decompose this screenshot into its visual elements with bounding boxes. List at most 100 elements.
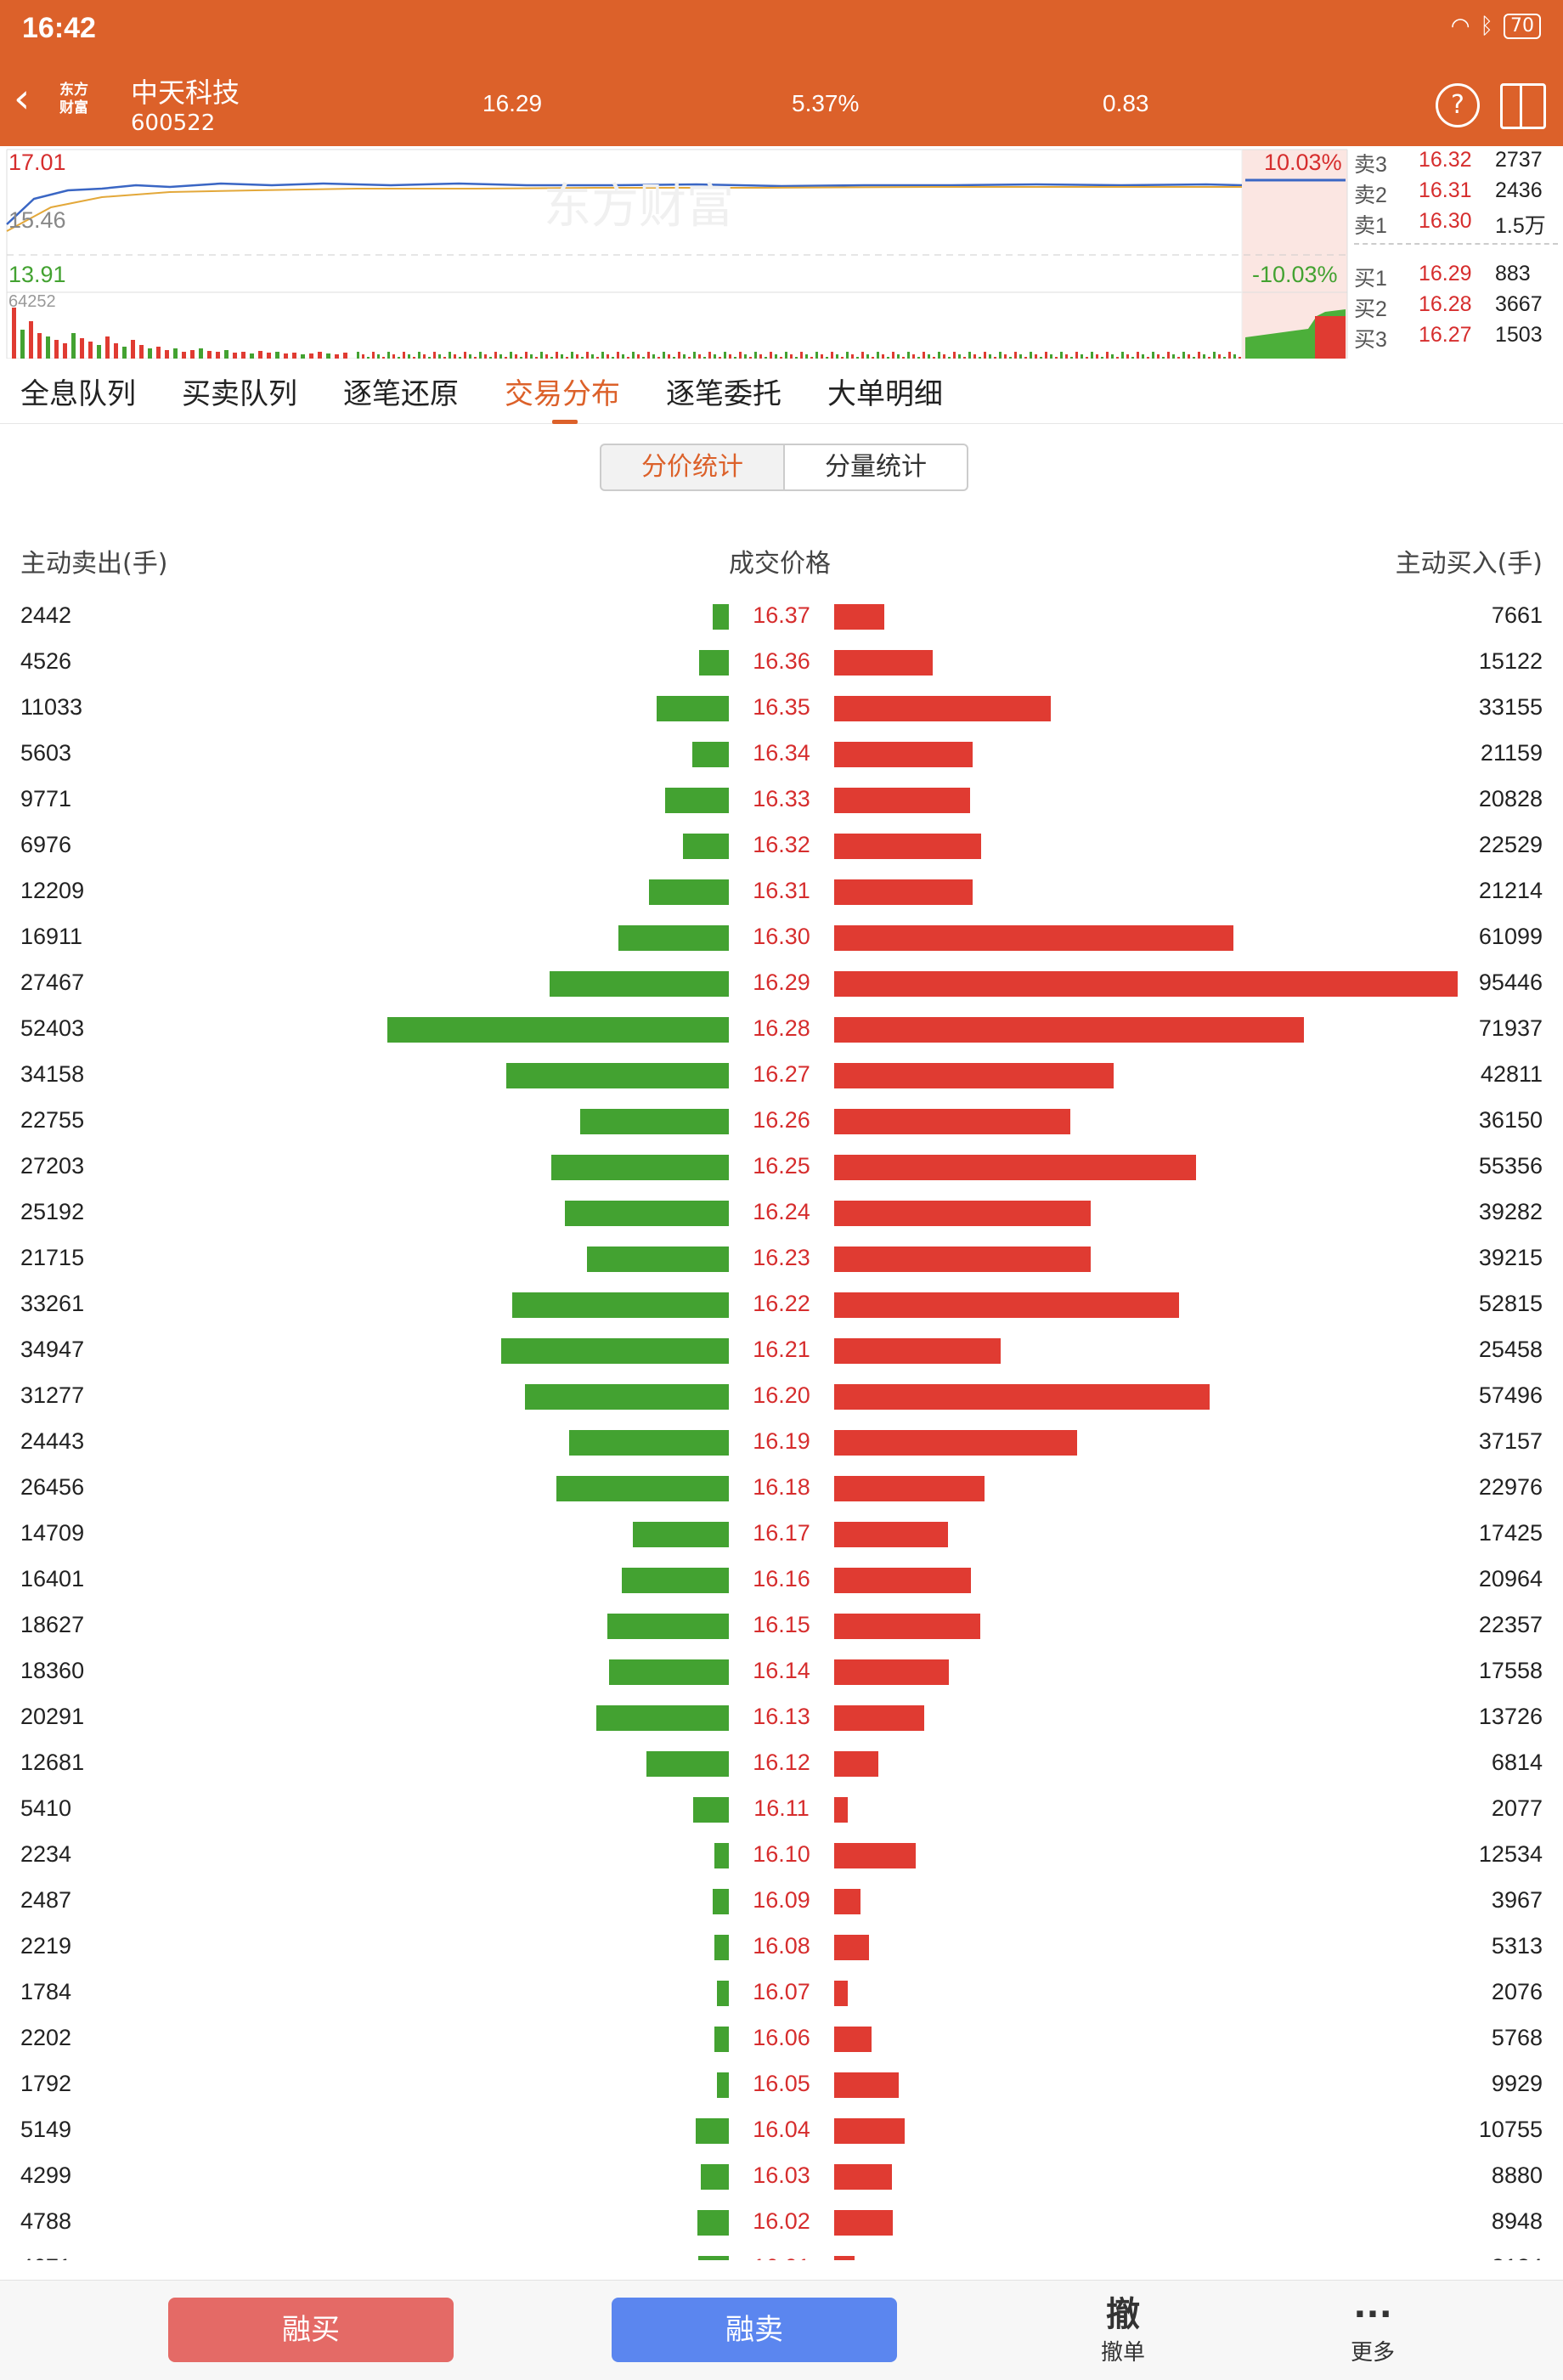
buy-volume: 2077 (1491, 1795, 1543, 1821)
volume-bar (454, 354, 456, 359)
volume-bar (216, 352, 220, 359)
table-row: 9771 16.33 20828 (0, 778, 1563, 824)
volume-bar (122, 347, 127, 359)
volume-bar (357, 352, 359, 359)
buy-volume: 6814 (1491, 1750, 1543, 1775)
bid2-qty: 3667 (1495, 292, 1543, 316)
trade-price: 16.10 (753, 1841, 810, 1867)
bid1-qty: 883 (1495, 262, 1531, 285)
sell-bar (622, 1568, 729, 1593)
volume-bar (63, 343, 67, 359)
trade-price: 16.30 (753, 924, 810, 949)
volume-bar (627, 357, 629, 359)
trade-price: 16.13 (753, 1704, 810, 1729)
logo-line-2: 财富 (59, 99, 88, 116)
sell-bar (649, 879, 729, 905)
volume-bar (1177, 357, 1180, 359)
back-icon[interactable]: ‹ (14, 75, 31, 122)
trade-price: 16.21 (753, 1337, 810, 1362)
table-row: 18627 16.15 22357 (0, 1604, 1563, 1650)
trade-price: 16.01 (753, 2254, 810, 2260)
volume-bar (46, 336, 50, 359)
trade-price: 16.34 (753, 740, 810, 766)
buy-bar (834, 1705, 924, 1731)
margin-sell-button[interactable]: 融卖 (612, 2298, 897, 2362)
sell-bar (717, 2072, 729, 2098)
volume-bar (938, 352, 940, 359)
sell-volume: 25192 (20, 1199, 85, 1224)
buy-bar (834, 1935, 869, 1960)
sell-volume: 5149 (20, 2117, 72, 2142)
segment-price-stat[interactable]: 分价统计 (600, 444, 785, 491)
chart-low-price: 13.91 (8, 262, 66, 287)
more-icon: ··· (1353, 2295, 1392, 2334)
volume-bar (581, 357, 584, 359)
buy-volume: 22357 (1478, 1612, 1543, 1637)
buy-bar (834, 1430, 1077, 1456)
buy-volume: 17425 (1478, 1520, 1543, 1546)
buy-bar (834, 2164, 893, 2190)
tab-tick-orders[interactable]: 逐笔委托 (666, 377, 782, 411)
buy-volume: 33155 (1478, 694, 1543, 720)
layout-toggle-icon[interactable] (1500, 83, 1546, 129)
trade-price: 16.02 (753, 2208, 810, 2234)
volume-bar (335, 354, 339, 359)
volume-bar (114, 343, 118, 359)
buy-volume: 52815 (1478, 1291, 1543, 1316)
volume-bar (1101, 357, 1103, 359)
buy-bar (834, 1476, 985, 1501)
volume-bar (190, 350, 195, 359)
volume-bar (953, 352, 956, 359)
buy-bar (834, 1063, 1114, 1088)
table-row: 1784 16.07 2076 (0, 1971, 1563, 2017)
buy-volume: 8948 (1491, 2208, 1543, 2234)
tab-full-queue[interactable]: 全息队列 (20, 377, 136, 411)
intraday-mini-chart[interactable]: 东方财富 17.01 10.03% 15.46 13.91 -10.03% 64… (0, 146, 1563, 359)
trade-distribution-table[interactable]: 2442 16.37 7661 4526 16.36 15122 11033 16.35 331… (0, 595, 1563, 2260)
sell-volume: 18627 (20, 1612, 85, 1637)
tab-bar: 全息队列 买卖队列 逐笔还原 交易分布 逐笔委托 大单明细 (0, 359, 1563, 424)
volume-bar (1147, 357, 1149, 359)
buy-bar (834, 1247, 1091, 1272)
volume-bar (979, 357, 981, 359)
trade-price: 16.35 (753, 694, 810, 720)
buy-volume: 5313 (1491, 1933, 1543, 1959)
tab-large-orders[interactable]: 大单明细 (827, 377, 943, 411)
volume-bar (1126, 354, 1129, 359)
volume-bar (80, 338, 84, 359)
trade-price: 16.11 (753, 1795, 810, 1821)
sell-bar (505, 1063, 729, 1088)
help-icon[interactable]: ? (1436, 83, 1480, 127)
volume-bar (1198, 352, 1200, 359)
tab-bid-ask-queue[interactable]: 买卖队列 (182, 377, 297, 411)
volume-bar (989, 354, 991, 359)
ask2-label: 卖2 (1354, 184, 1387, 207)
buy-volume: 7661 (1491, 602, 1543, 628)
volume-bar (515, 354, 517, 359)
segment-volume-stat[interactable]: 分量统计 (783, 444, 968, 491)
more-button[interactable]: ··· 更多 (1322, 2294, 1424, 2366)
volume-bar (105, 336, 110, 359)
chart-volume: 64252 (8, 292, 56, 311)
tab-trade-distribution[interactable]: 交易分布 (505, 377, 620, 411)
trade-price: 16.31 (753, 878, 810, 903)
buy-volume: 20964 (1478, 1566, 1543, 1591)
cancel-order-button[interactable]: 撤 撤单 (1072, 2294, 1174, 2366)
volume-bar (156, 347, 161, 359)
margin-buy-button[interactable]: 融买 (168, 2298, 454, 2362)
table-row: 1792 16.05 9929 (0, 2063, 1563, 2109)
volume-bar (1091, 352, 1093, 359)
ask2-qty: 2436 (1495, 178, 1543, 202)
buy-volume: 15122 (1478, 648, 1543, 674)
bottom-action-bar: 融买 融卖 撤 撤单 ··· 更多 (0, 2280, 1563, 2380)
chart-high-price: 17.01 (8, 150, 66, 175)
buy-bar (834, 1017, 1305, 1043)
tab-tick-replay[interactable]: 逐笔还原 (343, 377, 459, 411)
volume-bar (139, 345, 144, 359)
volume-bar (250, 353, 254, 359)
volume-bar (877, 352, 879, 359)
volume-bar (1019, 354, 1022, 359)
volume-bar (601, 352, 604, 359)
table-row: 25192 16.24 39282 (0, 1191, 1563, 1237)
volume-bar (943, 354, 945, 359)
